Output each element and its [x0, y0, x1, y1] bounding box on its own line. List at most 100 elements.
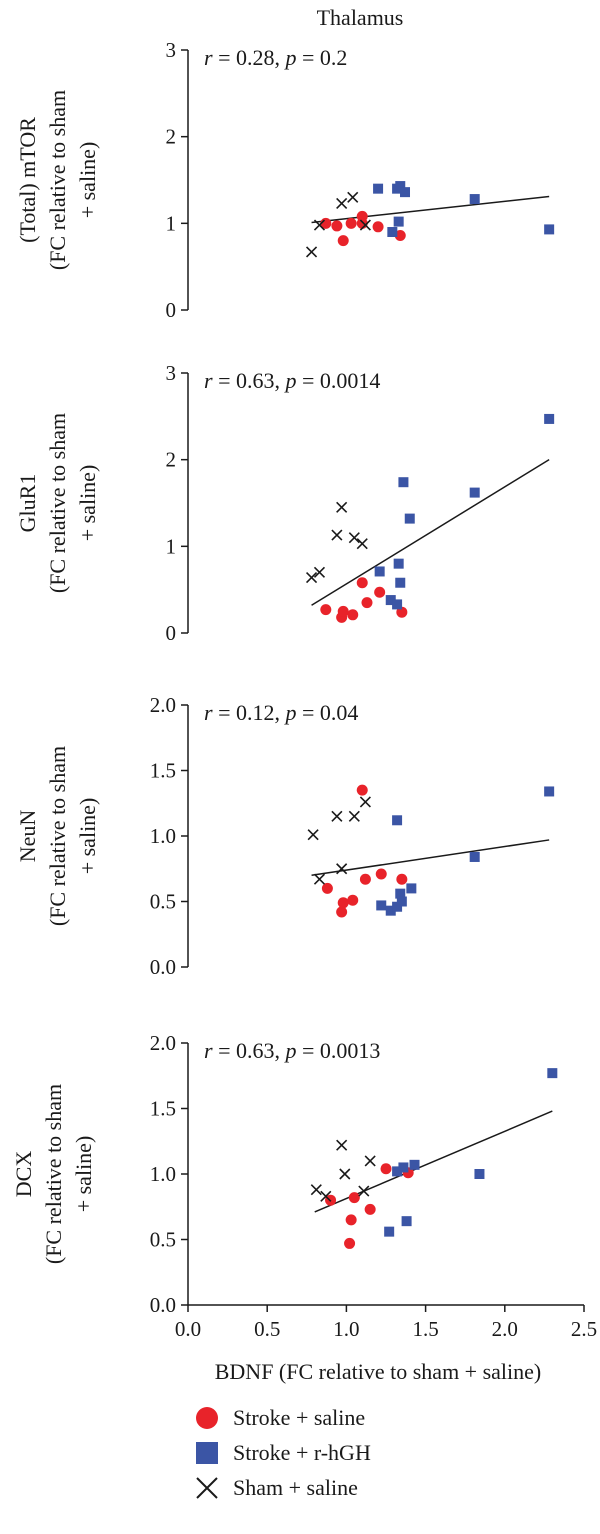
y-axis-label-line: DCX: [11, 1151, 36, 1198]
point-sham-saline: [359, 219, 371, 231]
y-tick-label: 2: [166, 125, 177, 149]
legend-label: Stroke + r-hGH: [233, 1439, 371, 1465]
y-axis-label-line: + saline): [75, 142, 100, 219]
series-circle: [320, 577, 408, 623]
series-circle: [320, 210, 406, 247]
stat-annotation: r = 0.63, p = 0.0014: [204, 368, 380, 393]
point-sham-saline: [336, 501, 348, 513]
point-stroke-saline: [359, 873, 371, 885]
point-stroke-saline: [375, 868, 387, 880]
stat-symbol: p: [283, 1038, 296, 1063]
point-stroke-rhgh: [395, 577, 406, 588]
point-sham-saline: [347, 191, 359, 203]
legend: Stroke + saline Stroke + r-hGH Sham + sa…: [185, 1400, 585, 1505]
point-stroke-rhgh: [404, 513, 415, 524]
stat-symbol: r: [204, 1038, 213, 1063]
point-sham-saline: [310, 1184, 322, 1196]
legend-label: Stroke + saline: [233, 1404, 366, 1430]
stat-value: = 0.12,: [213, 700, 286, 725]
y-axis-label-line: (FC relative to sham: [45, 746, 70, 926]
point-stroke-rhgh: [544, 224, 555, 235]
point-stroke-saline: [321, 882, 333, 894]
point-stroke-rhgh: [374, 566, 385, 577]
point-sham-saline: [331, 810, 343, 822]
y-axis-label-line: + saline): [71, 1136, 96, 1213]
point-sham-saline: [336, 1139, 348, 1151]
y-tick-label: 0: [166, 298, 177, 322]
y-axis-label-line: (Total) mTOR: [15, 117, 40, 243]
point-stroke-saline: [396, 873, 408, 885]
regression-line: [311, 839, 550, 877]
y-tick-label: 0.5: [150, 890, 176, 914]
series-cross: [305, 501, 368, 584]
point-stroke-rhgh: [398, 1162, 409, 1173]
y-tick-label: 1.0: [150, 1162, 176, 1186]
x-tick-label: 2.5: [571, 1317, 597, 1341]
stat-symbol: r: [204, 368, 213, 393]
stat-symbol: r: [204, 700, 213, 725]
y-axis-label-line: + saline): [75, 798, 100, 875]
point-stroke-saline: [396, 606, 408, 618]
stat-symbol: p: [283, 700, 296, 725]
point-stroke-saline: [345, 1214, 357, 1226]
stat-value: = 0.63,: [213, 368, 286, 393]
y-tick-label: 0.0: [150, 1293, 176, 1317]
point-stroke-rhgh: [393, 558, 404, 569]
regression-line: [311, 195, 550, 224]
y-axis-label: NeuN (FC relative to sham + saline): [15, 746, 100, 926]
y-tick-label: 0.5: [150, 1228, 176, 1252]
scatter-panel-4: 0.0 0.5 1.0 1.5 2.0 0.0 0.5 1.0 1.5 2.0 2.5 DCX (FC …: [11, 1031, 597, 1341]
stat-value: = 0.0014: [296, 368, 380, 393]
y-tick-label: 0.0: [150, 955, 176, 979]
stat-value: = 0.04: [296, 700, 358, 725]
point-stroke-saline: [356, 577, 368, 589]
point-stroke-rhgh: [392, 901, 403, 912]
stat-symbol: r: [204, 45, 213, 70]
point-stroke-rhgh: [376, 900, 387, 911]
y-tick-label: 0: [166, 621, 177, 645]
y-axis-label-line: (FC relative to sham: [41, 1084, 66, 1264]
point-stroke-saline: [337, 897, 349, 909]
x-tick-label: 1.5: [412, 1317, 438, 1341]
y-axis-label-line: + saline): [75, 465, 100, 542]
point-sham-saline: [307, 829, 319, 841]
x-axis-label: BDNF (FC relative to sham + saline): [215, 1359, 541, 1384]
point-stroke-rhgh: [385, 595, 396, 606]
point-sham-saline: [331, 529, 343, 541]
x-tick-label: 2.0: [492, 1317, 518, 1341]
point-sham-saline: [313, 873, 326, 885]
point-sham-saline: [358, 1185, 370, 1197]
point-stroke-saline: [372, 221, 384, 233]
scatter-panel-2: 0 1 2 3 GluR1 (FC relative to sham + saline) r …: [15, 361, 555, 645]
y-tick-label: 1: [166, 534, 177, 558]
point-sham-saline: [348, 532, 360, 544]
point-stroke-rhgh: [395, 888, 406, 899]
point-sham-saline: [336, 197, 348, 209]
point-stroke-saline: [336, 906, 348, 918]
stat-value: = 0.28,: [213, 45, 286, 70]
point-stroke-rhgh: [400, 187, 411, 198]
y-axis-label-line: (FC relative to sham: [45, 90, 70, 270]
point-sham-saline: [359, 796, 371, 808]
figure-title: Thalamus: [317, 5, 404, 30]
scatter-panel-3: 0.0 0.5 1.0 1.5 2.0 NeuN (FC relative to sham +…: [15, 693, 555, 979]
series-cross: [310, 1139, 376, 1202]
point-stroke-saline: [348, 1192, 360, 1204]
point-sham-saline: [313, 566, 326, 578]
point-stroke-rhgh: [398, 477, 409, 488]
y-tick-label: 3: [166, 361, 177, 385]
point-stroke-rhgh: [409, 1159, 420, 1170]
point-stroke-rhgh: [387, 227, 398, 237]
y-tick-label: 1.5: [150, 1097, 176, 1121]
point-stroke-rhgh: [469, 487, 480, 498]
point-stroke-rhgh: [469, 194, 480, 205]
series-circle: [321, 784, 408, 918]
point-stroke-saline: [356, 784, 368, 796]
point-stroke-rhgh: [392, 815, 403, 826]
stat-value: = 0.63,: [213, 1038, 286, 1063]
point-sham-saline: [320, 1190, 332, 1202]
series-cross: [307, 796, 371, 885]
point-sham-saline: [313, 219, 326, 231]
x-tick-label: 1.0: [333, 1317, 359, 1341]
